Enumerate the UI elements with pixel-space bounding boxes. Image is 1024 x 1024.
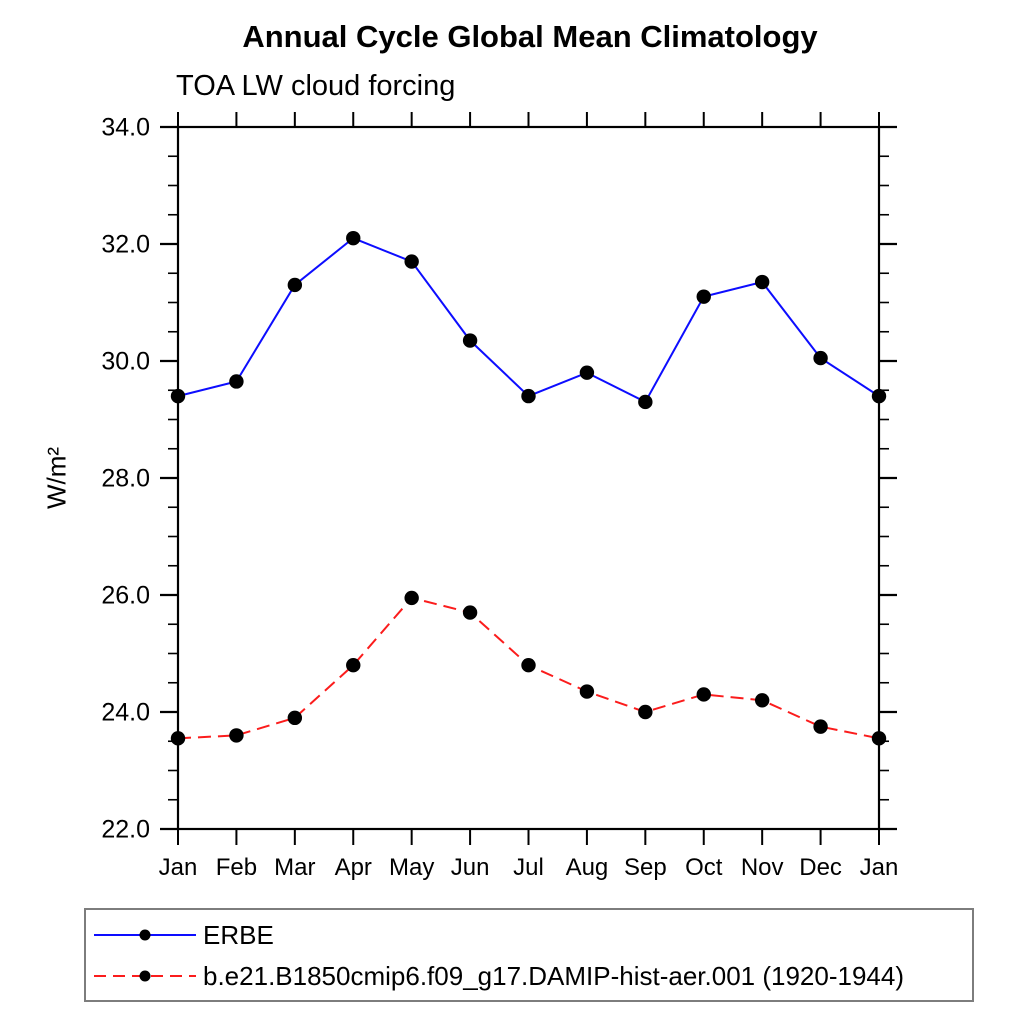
y-axis-tick-label: 22.0 [101,816,150,844]
y-axis-tick-label: 24.0 [101,699,150,727]
x-axis-tick-label: Feb [216,854,257,881]
data-point-series-0 [404,254,419,269]
legend-label-model: b.e21.B1850cmip6.f09_g17.DAMIP-hist-aer.… [203,960,904,991]
legend-box: ERBE b.e21.B1850cmip6.f09_g17.DAMIP-hist… [84,908,974,1002]
data-point-series-1 [521,658,536,673]
x-axis-tick-label: Mar [274,854,315,881]
legend-label-erbe: ERBE [203,919,274,950]
data-point-series-1 [404,590,419,606]
data-point-series-1 [462,605,478,620]
x-axis-tick-label: Jan [860,854,899,881]
y-axis-tick-label: 30.0 [101,348,150,376]
y-axis-tick-label: 34.0 [101,114,150,142]
x-axis-tick-label: May [389,854,434,881]
x-axis-tick-label: Sep [624,854,667,881]
x-axis-tick-label: Dec [799,854,842,881]
data-point-series-1 [346,658,361,673]
series-line-0 [177,237,880,404]
data-point-series-0 [287,277,303,293]
y-axis-tick-label: 28.0 [101,465,150,493]
chart-title: Annual Cycle Global Mean Climatology [242,19,818,54]
data-point-series-0 [579,365,595,380]
data-point-series-1 [170,731,186,746]
data-point-series-1 [287,710,303,726]
data-point-series-0 [696,289,711,304]
data-point-series-1 [754,693,770,708]
x-axis-tick-label: Nov [741,854,784,881]
data-point-series-0 [638,394,653,410]
legend-marker-dot [139,929,151,940]
x-axis-tick-label: Jan [159,854,198,881]
data-point-series-1 [696,687,711,702]
legend-marker-dot [139,970,151,981]
data-point-series-1 [229,728,244,743]
chart-subtitle: TOA LW cloud forcing [176,70,456,102]
plot-frame [176,125,881,831]
data-point-series-0 [754,274,770,290]
y-axis-label: W/m² [41,446,72,510]
data-point-series-1 [871,731,887,746]
legend-sample-dashed-line [94,970,196,981]
data-point-series-0 [521,388,536,404]
data-point-series-1 [813,719,828,734]
legend-item-erbe: ERBE [90,919,972,951]
x-axis-tick-label: Oct [685,854,723,881]
x-axis-tick-label: Apr [335,854,372,881]
x-axis-tick-label: Jul [513,854,544,881]
y-axis-tick-label: 32.0 [101,231,150,259]
data-point-series-0 [170,388,186,404]
x-axis-tick-label: Jun [451,854,490,881]
y-axis-tick-label: 26.0 [101,582,150,610]
data-point-series-0 [229,374,244,389]
data-point-series-0 [346,230,361,246]
data-point-series-0 [871,388,887,404]
x-axis-tick-label: Aug [566,854,609,881]
legend-sample-solid-line [94,929,196,940]
data-point-series-0 [813,350,828,366]
data-point-series-1 [638,704,653,720]
legend-item-model: b.e21.B1850cmip6.f09_g17.DAMIP-hist-aer.… [90,960,972,992]
data-point-series-1 [579,684,595,699]
data-point-series-0 [462,333,478,348]
